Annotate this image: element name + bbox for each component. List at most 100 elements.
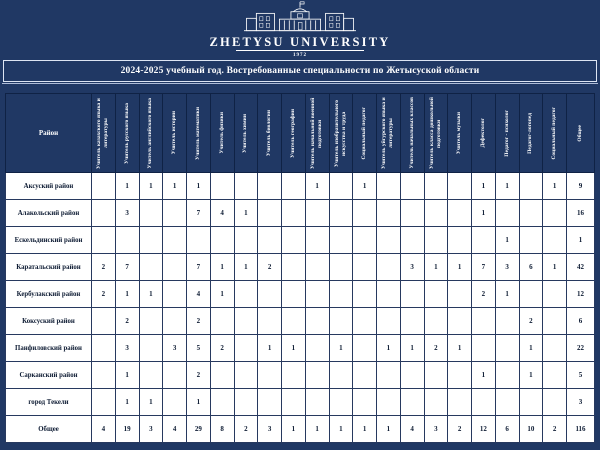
value-cell: 1 <box>304 415 330 443</box>
value-cell <box>233 226 259 254</box>
column-header-label: Учитель уйгурского языка и литературы <box>381 97 395 169</box>
value-cell: 1 <box>494 172 520 200</box>
value-cell <box>304 280 330 308</box>
column-header-label: Педагог-логопед <box>527 112 534 154</box>
value-cell <box>162 307 187 335</box>
value-cell: 2 <box>542 415 567 443</box>
value-cell <box>399 361 425 389</box>
value-cell: 19 <box>114 415 140 443</box>
value-cell <box>114 226 140 254</box>
value-cell <box>91 388 116 416</box>
value-cell <box>138 253 164 281</box>
district-cell: Коксуский район <box>5 307 92 335</box>
value-cell: 1 <box>257 334 282 362</box>
row-total-cell: 6 <box>566 307 595 335</box>
value-cell <box>471 226 496 254</box>
district-cell: город Текели <box>5 388 92 416</box>
value-cell: 7 <box>471 253 496 281</box>
report-title: 2024-2025 учебный год. Востребованные сп… <box>120 66 480 76</box>
value-cell <box>257 307 282 335</box>
value-cell: 1 <box>399 334 425 362</box>
value-cell <box>423 307 449 335</box>
value-cell <box>447 388 472 416</box>
specialties-table: Район Учитель казахского языка и литерату… <box>5 93 595 443</box>
value-cell: 2 <box>91 253 116 281</box>
specialty-column-header: Социальный педагог <box>352 93 377 173</box>
value-cell: 1 <box>328 334 354 362</box>
column-header-label: Учитель казахского языка и литературы <box>96 97 110 169</box>
table-container: Район Учитель казахского языка и литерату… <box>5 93 595 443</box>
value-cell: 1 <box>114 280 140 308</box>
specialty-column-header: Педагог - психолог <box>494 93 520 173</box>
table-row: Аксуский район 1 1 1 1 1 1 1 1 1 9 <box>5 172 595 200</box>
value-cell <box>233 388 259 416</box>
value-cell: 4 <box>399 415 425 443</box>
value-cell <box>186 226 211 254</box>
value-cell: 1 <box>494 280 520 308</box>
row-total-cell: 22 <box>566 334 595 362</box>
district-cell: Алакольский район <box>5 199 92 227</box>
table-row: Ескельдинский район 1 1 <box>5 226 595 254</box>
row-total-cell: 5 <box>566 361 595 389</box>
district-cell: Сарканский район <box>5 361 92 389</box>
value-cell <box>138 334 164 362</box>
value-cell <box>162 280 187 308</box>
district-cell: Кербулакский район <box>5 280 92 308</box>
column-header-label: Учитель изобразительного искусства и тру… <box>333 99 347 167</box>
value-cell <box>352 199 377 227</box>
value-cell: 3 <box>162 334 187 362</box>
value-cell <box>328 226 354 254</box>
value-cell <box>257 226 282 254</box>
value-cell <box>328 199 354 227</box>
row-total-cell: 3 <box>566 388 595 416</box>
value-cell <box>542 388 567 416</box>
specialty-column-header: Учитель класса дошкольной подготовки <box>423 93 449 173</box>
value-cell <box>328 172 354 200</box>
column-header-label: Учитель начальных классов <box>408 97 415 169</box>
value-cell <box>304 388 330 416</box>
value-cell <box>138 307 164 335</box>
value-cell <box>257 199 282 227</box>
value-cell <box>518 172 544 200</box>
value-cell <box>281 280 306 308</box>
value-cell <box>447 199 472 227</box>
value-cell <box>328 253 354 281</box>
value-cell <box>423 199 449 227</box>
value-cell: 2 <box>423 334 449 362</box>
value-cell <box>376 253 401 281</box>
specialty-column-header: Учитель математики <box>186 93 211 173</box>
value-cell: 1 <box>542 253 567 281</box>
value-cell: 1 <box>209 253 235 281</box>
value-cell <box>281 253 306 281</box>
value-cell: 1 <box>186 388 211 416</box>
value-cell <box>471 307 496 335</box>
table-row: город Текели 1 1 1 3 <box>5 388 595 416</box>
value-cell <box>304 307 330 335</box>
value-cell: 2 <box>186 307 211 335</box>
value-cell <box>91 361 116 389</box>
specialty-column-header: Педагог-логопед <box>518 93 544 173</box>
value-cell <box>376 388 401 416</box>
column-header-label: Общее <box>576 124 583 142</box>
value-cell: 2 <box>233 415 259 443</box>
value-cell <box>494 334 520 362</box>
column-header-label: Учитель начальной военной подготовки <box>309 97 324 169</box>
value-cell <box>281 199 306 227</box>
value-cell <box>209 307 235 335</box>
value-cell <box>494 361 520 389</box>
total-row-label: Общее <box>5 415 92 443</box>
table-row: Каратальский район 2 7 7 1 1 2 3 1 1 7 3 6 1 42 <box>5 253 595 281</box>
value-cell <box>352 388 377 416</box>
table-row: Панфиловский район 3 3 5 2 1 1 1 1 1 2 1 1 22 <box>5 334 595 362</box>
value-cell <box>423 226 449 254</box>
value-cell <box>399 307 425 335</box>
value-cell <box>518 280 544 308</box>
value-cell <box>494 388 520 416</box>
column-header-label: Учитель русского языка <box>123 102 130 164</box>
value-cell <box>304 361 330 389</box>
specialty-column-header: Учитель казахского языка и литературы <box>91 93 116 173</box>
value-cell <box>447 172 472 200</box>
university-logo: ZHETYSU UNIVERSITY 1972 <box>210 1 391 58</box>
value-cell: 5 <box>186 334 211 362</box>
value-cell <box>399 226 425 254</box>
